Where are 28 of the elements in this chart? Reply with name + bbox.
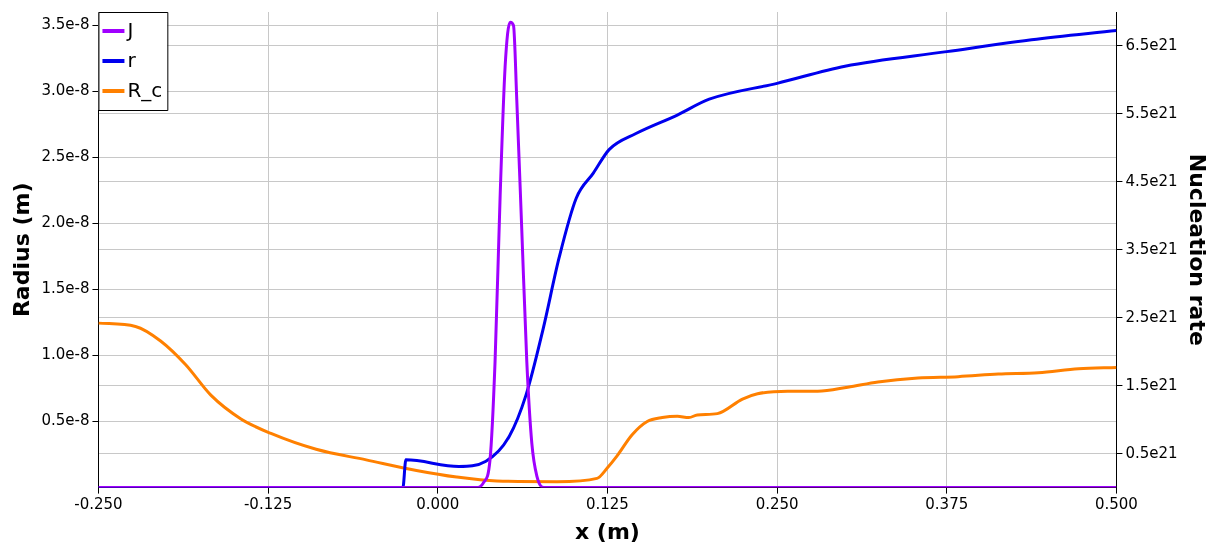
- x-tick-label: 0.375: [925, 495, 969, 514]
- y-tick-label: 3.0e-8: [41, 81, 90, 100]
- legend-label: R_c: [127, 78, 163, 103]
- x-tick-label: 0.000: [416, 495, 460, 514]
- y2-tick-label: 6.5e21: [1125, 35, 1178, 54]
- y2-tick-label: 2.5e21: [1125, 307, 1178, 326]
- y2-axis-title: Nucleation rate: [1185, 153, 1211, 346]
- y-tick-label: 1.5e-8: [41, 279, 90, 298]
- y2-tick-label: 1.5e21: [1125, 375, 1178, 394]
- legend-label: r: [127, 48, 137, 73]
- y2-tick-label: 3.5e21: [1125, 239, 1178, 258]
- legend-label: J: [125, 18, 134, 43]
- x-axis-title: x (m): [574, 518, 640, 544]
- x-tick-label: 0.125: [585, 495, 629, 514]
- x-tick-label: 0.500: [1094, 495, 1138, 514]
- y-tick-label: 0.5e-8: [41, 411, 90, 430]
- x-tick-label: 0.250: [755, 495, 799, 514]
- y2-tick-label: 5.5e21: [1125, 103, 1178, 122]
- y-axis-title: Radius (m): [8, 182, 34, 318]
- y2-tick-label: 0.5e21: [1125, 443, 1178, 462]
- y-tick-label: 2.0e-8: [41, 213, 90, 232]
- y2-tick-label: 4.5e21: [1125, 171, 1178, 190]
- y-tick-label: 1.0e-8: [41, 345, 90, 364]
- line-series: [98, 321, 1117, 484]
- x-tick-label: -0.125: [243, 495, 293, 514]
- y-tick-label: 3.5e-8: [41, 15, 90, 34]
- x-tick-label: -0.250: [74, 495, 123, 514]
- y-tick-label: 2.5e-8: [41, 147, 90, 166]
